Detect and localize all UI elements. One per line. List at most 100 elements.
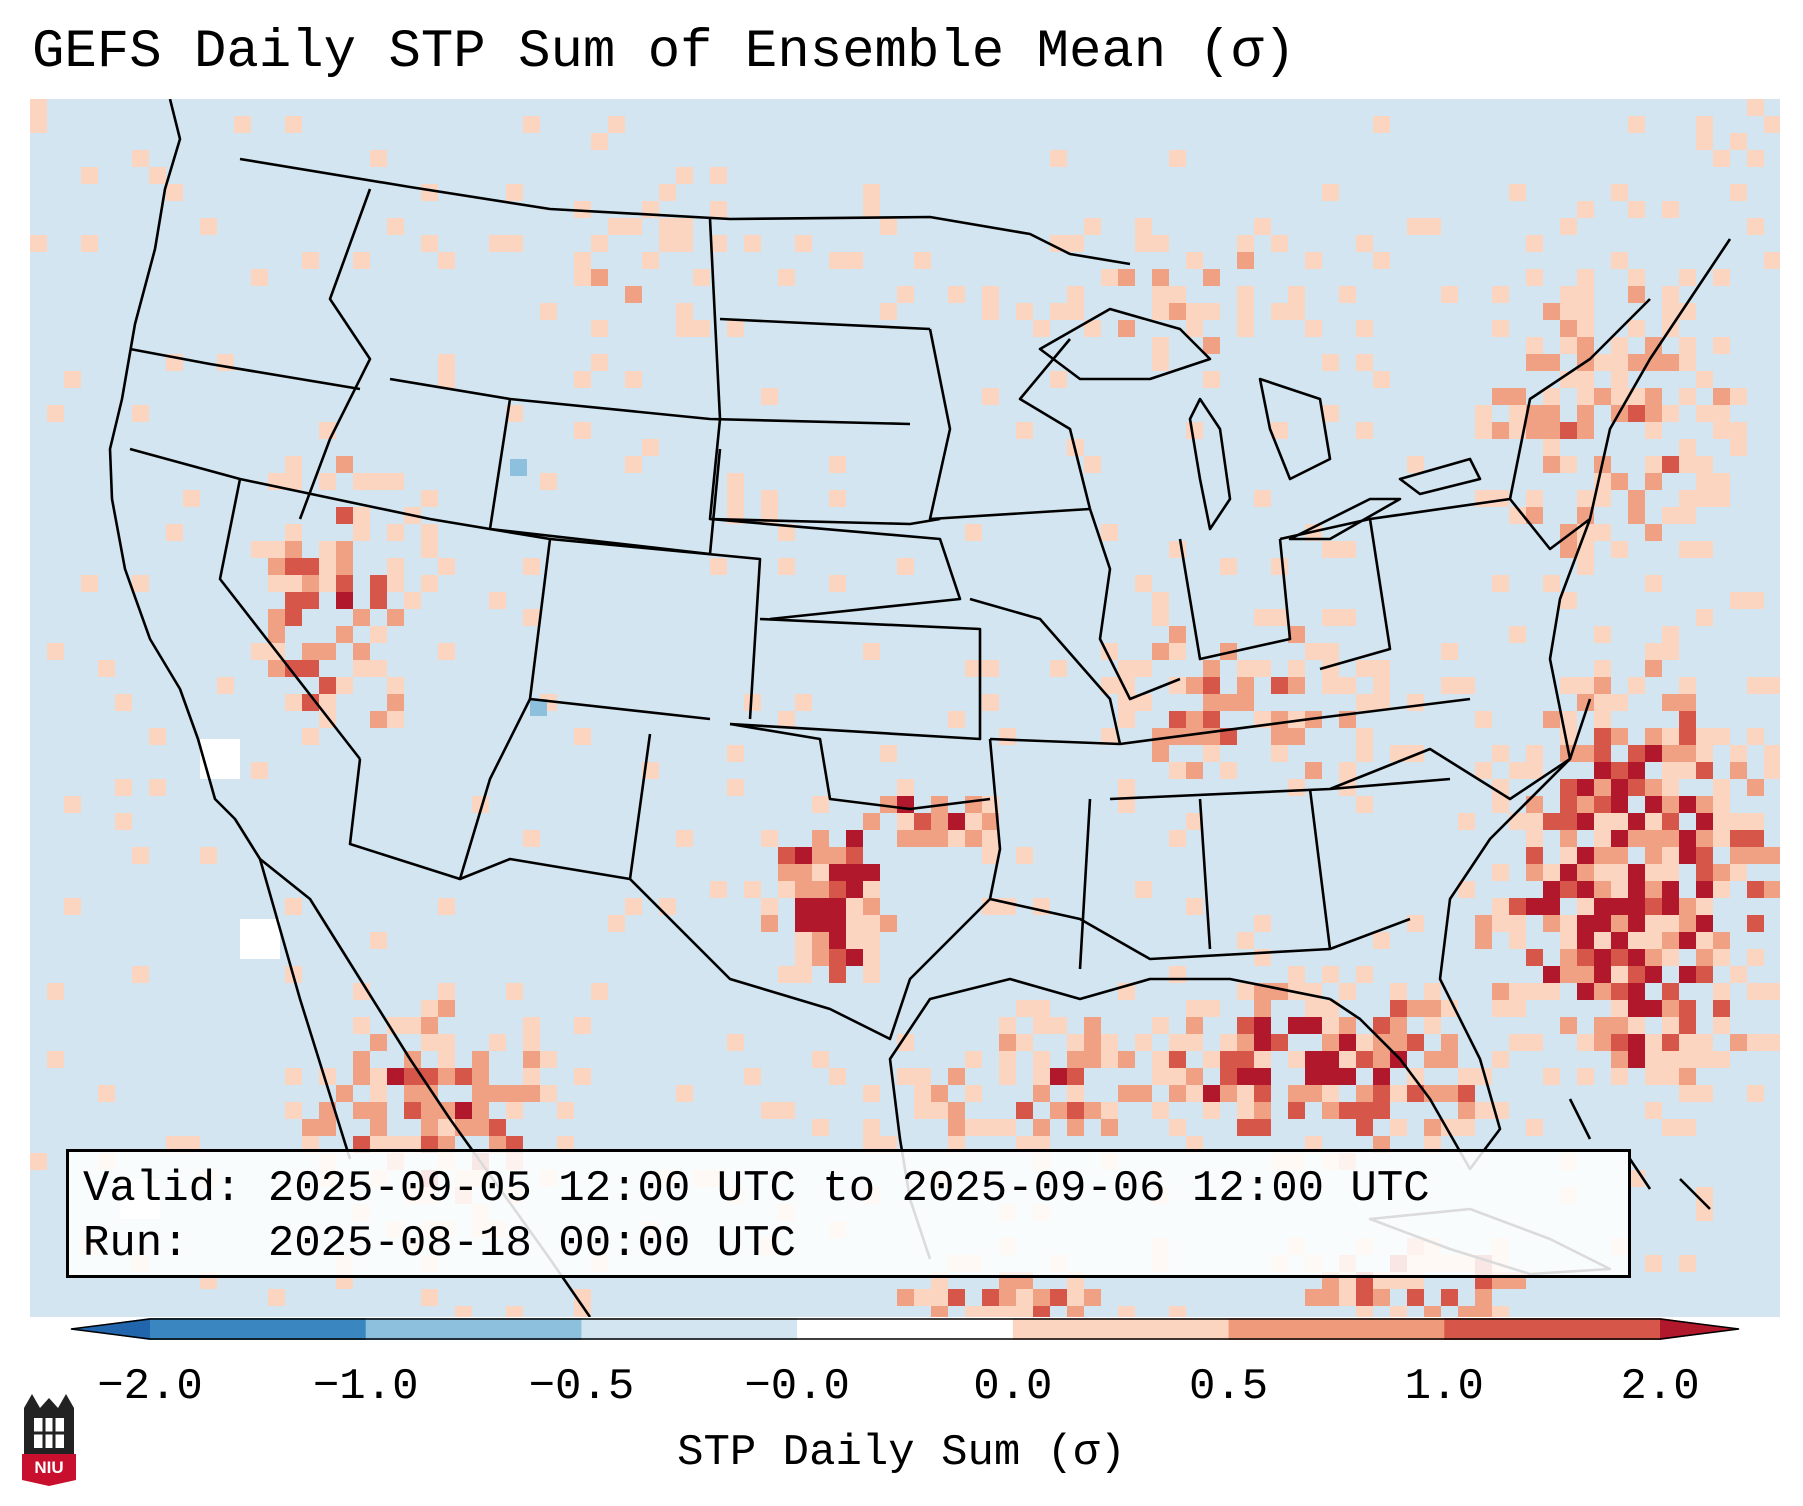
anomaly-cell	[574, 728, 591, 745]
anomaly-cell	[642, 252, 659, 269]
anomaly-cell	[1713, 728, 1730, 745]
anomaly-cell	[1543, 864, 1560, 881]
anomaly-cell	[1509, 983, 1526, 1000]
anomaly-cell	[1662, 201, 1679, 218]
anomaly-cell	[1628, 898, 1645, 915]
anomaly-cell	[744, 1068, 761, 1085]
anomaly-cell	[1577, 320, 1594, 337]
anomaly-cell	[1679, 677, 1696, 694]
anomaly-cell	[1645, 405, 1662, 422]
anomaly-cell	[1594, 932, 1611, 949]
anomaly-cell	[1628, 813, 1645, 830]
anomaly-cell	[530, 699, 547, 716]
anomaly-cell	[1662, 932, 1679, 949]
valid-time-range: 2025-09-05 12:00 UTC to 2025-09-06 12:00…	[267, 1164, 1430, 1214]
anomaly-cell	[1526, 796, 1543, 813]
anomaly-cell	[1696, 745, 1713, 762]
anomaly-cell	[1611, 898, 1628, 915]
anomaly-cell	[1424, 1017, 1441, 1034]
anomaly-cell	[1560, 847, 1577, 864]
anomaly-cell	[1696, 847, 1713, 864]
anomaly-cell	[166, 524, 183, 541]
anomaly-cell	[1713, 473, 1730, 490]
anomaly-cell	[1628, 915, 1645, 932]
anomaly-cell	[1679, 1034, 1696, 1051]
anomaly-cell	[319, 1102, 336, 1119]
anomaly-cell	[1679, 711, 1696, 728]
anomaly-cell	[710, 881, 727, 898]
anomaly-cell	[574, 252, 591, 269]
anomaly-cell	[1424, 1119, 1441, 1136]
anomaly-cell	[370, 711, 387, 728]
anomaly-cell	[1373, 694, 1390, 711]
anomaly-cell	[1696, 898, 1713, 915]
anomaly-cell	[778, 558, 795, 575]
anomaly-cell	[1169, 1119, 1186, 1136]
anomaly-cell	[1373, 1085, 1390, 1102]
anomaly-cell	[404, 592, 421, 609]
anomaly-cell	[1237, 1119, 1254, 1136]
anomaly-cell	[1594, 1034, 1611, 1051]
anomaly-cell	[1577, 371, 1594, 388]
anomaly-cell	[1526, 337, 1543, 354]
anomaly-cell	[1645, 813, 1662, 830]
anomaly-cell	[1713, 864, 1730, 881]
anomaly-cell	[1696, 473, 1713, 490]
anomaly-cell	[965, 830, 982, 847]
anomaly-cell	[1237, 694, 1254, 711]
anomaly-cell	[1645, 966, 1662, 983]
colorbar-segment	[150, 1318, 367, 1340]
anomaly-cell	[999, 1034, 1016, 1051]
anomaly-cell	[1611, 779, 1628, 796]
anomaly-cell	[863, 1136, 880, 1153]
anomaly-cell	[727, 490, 744, 507]
anomaly-cell	[1033, 1306, 1050, 1317]
anomaly-cell	[1390, 1306, 1407, 1317]
anomaly-cell	[1101, 1102, 1118, 1119]
anomaly-cell	[183, 1136, 200, 1153]
anomaly-cell	[200, 847, 217, 864]
anomaly-cell	[948, 830, 965, 847]
colorbar-segment	[1012, 1318, 1230, 1340]
anomaly-cell	[1118, 269, 1135, 286]
border-idaho	[298, 188, 372, 520]
anomaly-cell	[982, 1119, 999, 1136]
anomaly-cell	[1713, 388, 1730, 405]
anomaly-cell	[1679, 1051, 1696, 1068]
anomaly-cell	[608, 116, 625, 133]
border-ms-al-ga	[1078, 788, 1332, 970]
anomaly-cell	[1730, 745, 1747, 762]
anomaly-cell	[1560, 864, 1577, 881]
anomaly-cell	[268, 609, 285, 626]
anomaly-cell	[1203, 711, 1220, 728]
anomaly-cell	[489, 1085, 506, 1102]
anomaly-cell	[1067, 1289, 1084, 1306]
anomaly-cell	[523, 1068, 540, 1085]
anomaly-cell	[1220, 1085, 1237, 1102]
anomaly-cell	[829, 1068, 846, 1085]
anomaly-cell	[1713, 405, 1730, 422]
anomaly-cell	[336, 507, 353, 524]
anomaly-cell	[574, 201, 591, 218]
anomaly-cell	[710, 558, 727, 575]
anomaly-cell	[1322, 354, 1339, 371]
anomaly-cell	[1594, 796, 1611, 813]
anomaly-cell	[1730, 133, 1747, 150]
anomaly-cell	[948, 1119, 965, 1136]
anomaly-cell	[1492, 796, 1509, 813]
anomaly-cell	[285, 575, 302, 592]
anomaly-cell	[1560, 813, 1577, 830]
anomaly-cell	[1067, 286, 1084, 303]
anomaly-cell	[1628, 286, 1645, 303]
anomaly-cell	[1322, 405, 1339, 422]
anomaly-cell	[1339, 762, 1356, 779]
anomaly-cell	[727, 779, 744, 796]
anomaly-cell	[506, 184, 523, 201]
anomaly-cell	[1322, 1068, 1339, 1085]
anomaly-cell	[98, 1085, 115, 1102]
anomaly-cell	[1577, 303, 1594, 320]
anomaly-cell	[336, 626, 353, 643]
anomaly-cell	[1713, 422, 1730, 439]
anomaly-cell	[1628, 490, 1645, 507]
anomaly-cell	[285, 473, 302, 490]
